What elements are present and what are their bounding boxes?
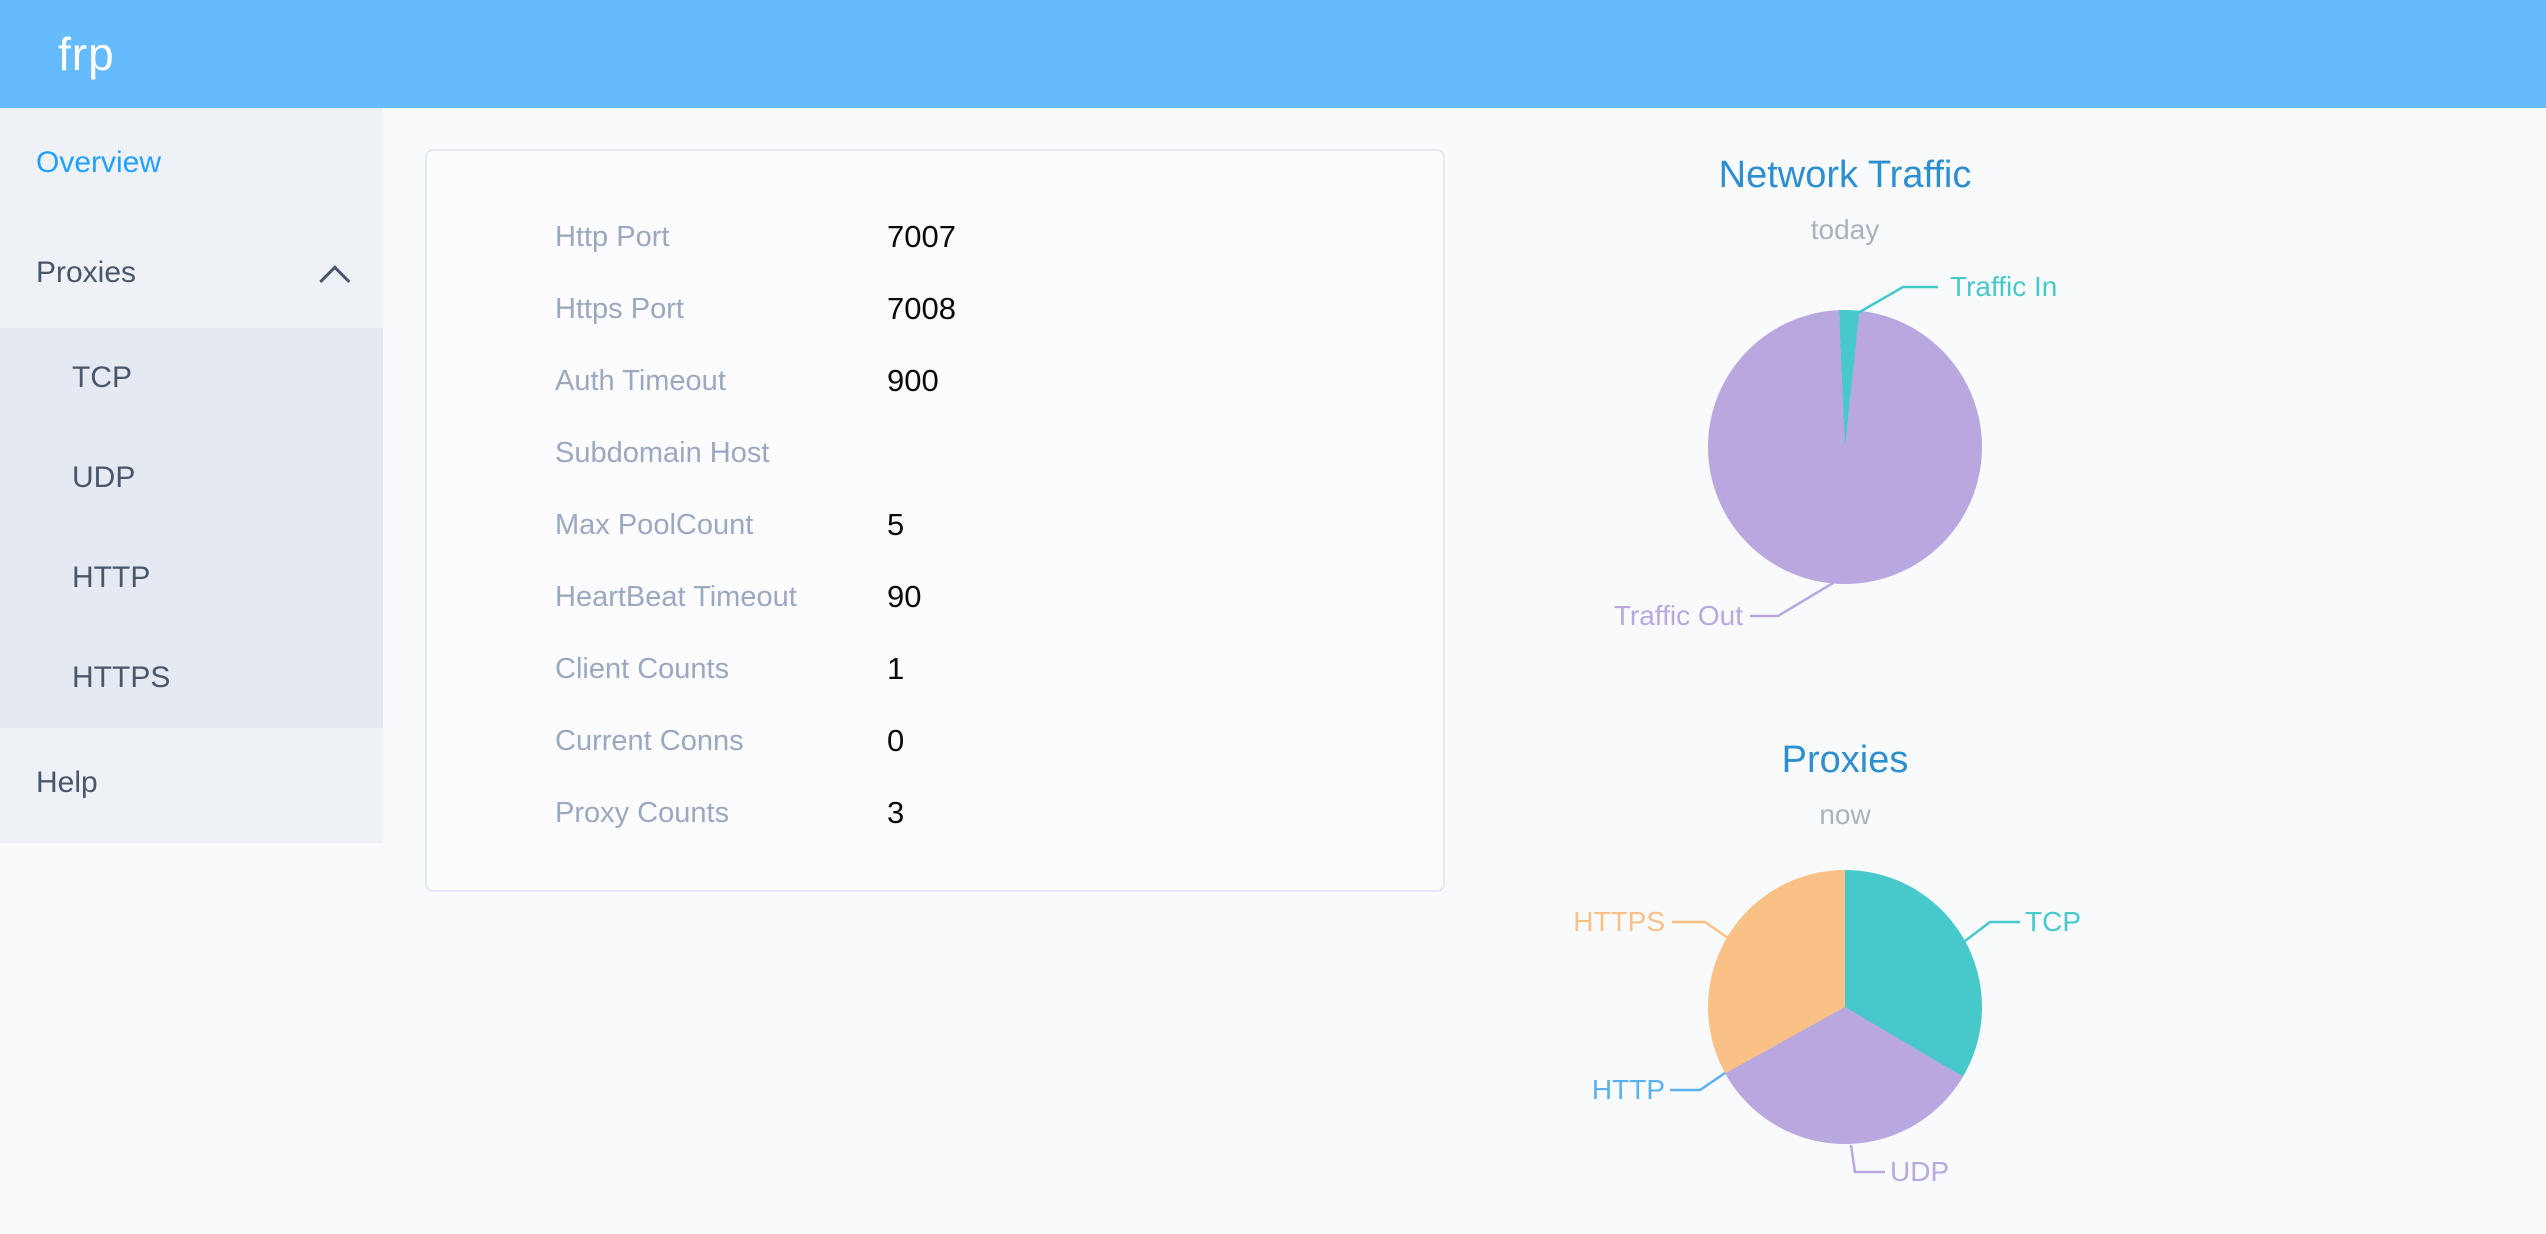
row-label: Proxy Counts	[555, 796, 730, 829]
top-header-bar: frp	[0, 0, 2546, 108]
row-label: Https Port	[555, 292, 684, 325]
server-info-row-subdomain-host: Subdomain Host	[427, 417, 1443, 489]
row-label: Max PoolCount	[555, 508, 754, 541]
traffic-in-label: Traffic In	[1950, 271, 2058, 302]
sidebar-menu: Overview Proxies TCP UDP HTTP HTTPS Help	[0, 108, 383, 843]
network-traffic-chart: Network Traffic today Traffic In Traffic…	[1495, 140, 2195, 700]
sidebar-item-overview[interactable]: Overview	[0, 108, 383, 218]
server-info-row-http-port: Http Port 7007	[427, 201, 1443, 273]
app-logo: frp	[58, 28, 115, 80]
proxies-chart-subtitle: now	[1819, 799, 1871, 830]
sidebar-item-help[interactable]: Help	[0, 728, 383, 838]
sidebar-item-http-label: HTTP	[72, 561, 151, 594]
row-label: Auth Timeout	[555, 364, 726, 397]
server-info-row-max-poolcount: Max PoolCount 5	[427, 489, 1443, 561]
sidebar-item-udp-label: UDP	[72, 461, 136, 494]
https-slice-label: HTTPS	[1573, 906, 1665, 937]
row-label: Client Counts	[555, 652, 730, 685]
network-traffic-subtitle: today	[1810, 214, 1880, 245]
proxies-chart-title: Proxies	[1781, 739, 1909, 781]
sidebar-item-help-label: Help	[36, 766, 98, 799]
row-value: 90	[887, 579, 922, 614]
traffic-out-label: Traffic Out	[1613, 600, 1743, 631]
sidebar-item-http[interactable]: HTTP	[0, 528, 383, 628]
server-info-row-heartbeat-timeout: HeartBeat Timeout 90	[427, 561, 1443, 633]
server-info-row-client-counts: Client Counts 1	[427, 633, 1443, 705]
sidebar-item-tcp-label: TCP	[72, 361, 132, 394]
sidebar-item-proxies[interactable]: Proxies	[0, 218, 383, 328]
network-traffic-title: Network Traffic	[1718, 154, 1972, 196]
row-value: 7007	[887, 219, 956, 254]
chevron-up-icon	[319, 265, 351, 297]
server-info-card: Http Port 7007 Https Port 7008 Auth Time…	[425, 149, 1445, 892]
proxies-chart: Proxies now TCP HTTPS HTTP UDP	[1495, 720, 2195, 1220]
sidebar-item-overview-label: Overview	[36, 146, 162, 179]
row-label: Http Port	[555, 220, 670, 253]
row-label: HeartBeat Timeout	[555, 580, 797, 613]
sidebar-item-https-label: HTTPS	[72, 661, 171, 694]
server-info-row-current-conns: Current Conns 0	[427, 705, 1443, 777]
row-value: 7008	[887, 291, 956, 326]
tcp-slice-label: TCP	[2025, 906, 2081, 937]
row-label: Subdomain Host	[555, 436, 770, 469]
udp-slice-label: UDP	[1890, 1156, 1950, 1187]
row-value: 3	[887, 795, 905, 830]
sidebar-item-udp[interactable]: UDP	[0, 428, 383, 528]
row-label: Current Conns	[555, 724, 744, 757]
row-value: 0	[887, 723, 905, 758]
server-info-row-proxy-counts: Proxy Counts 3	[427, 777, 1443, 849]
sidebar-item-https[interactable]: HTTPS	[0, 628, 383, 728]
row-value: 5	[887, 507, 905, 542]
row-value: 1	[887, 651, 905, 686]
row-value: 900	[887, 363, 939, 398]
sidebar-item-proxies-label: Proxies	[36, 256, 137, 289]
network-traffic-pie[interactable]	[1708, 310, 1982, 584]
proxies-submenu: TCP UDP HTTP HTTPS	[0, 328, 383, 728]
server-info-row-https-port: Https Port 7008	[427, 273, 1443, 345]
proxies-pie[interactable]	[1708, 870, 1982, 1144]
http-slice-label: HTTP	[1591, 1074, 1665, 1105]
sidebar-item-tcp[interactable]: TCP	[0, 328, 383, 428]
server-info-row-auth-timeout: Auth Timeout 900	[427, 345, 1443, 417]
